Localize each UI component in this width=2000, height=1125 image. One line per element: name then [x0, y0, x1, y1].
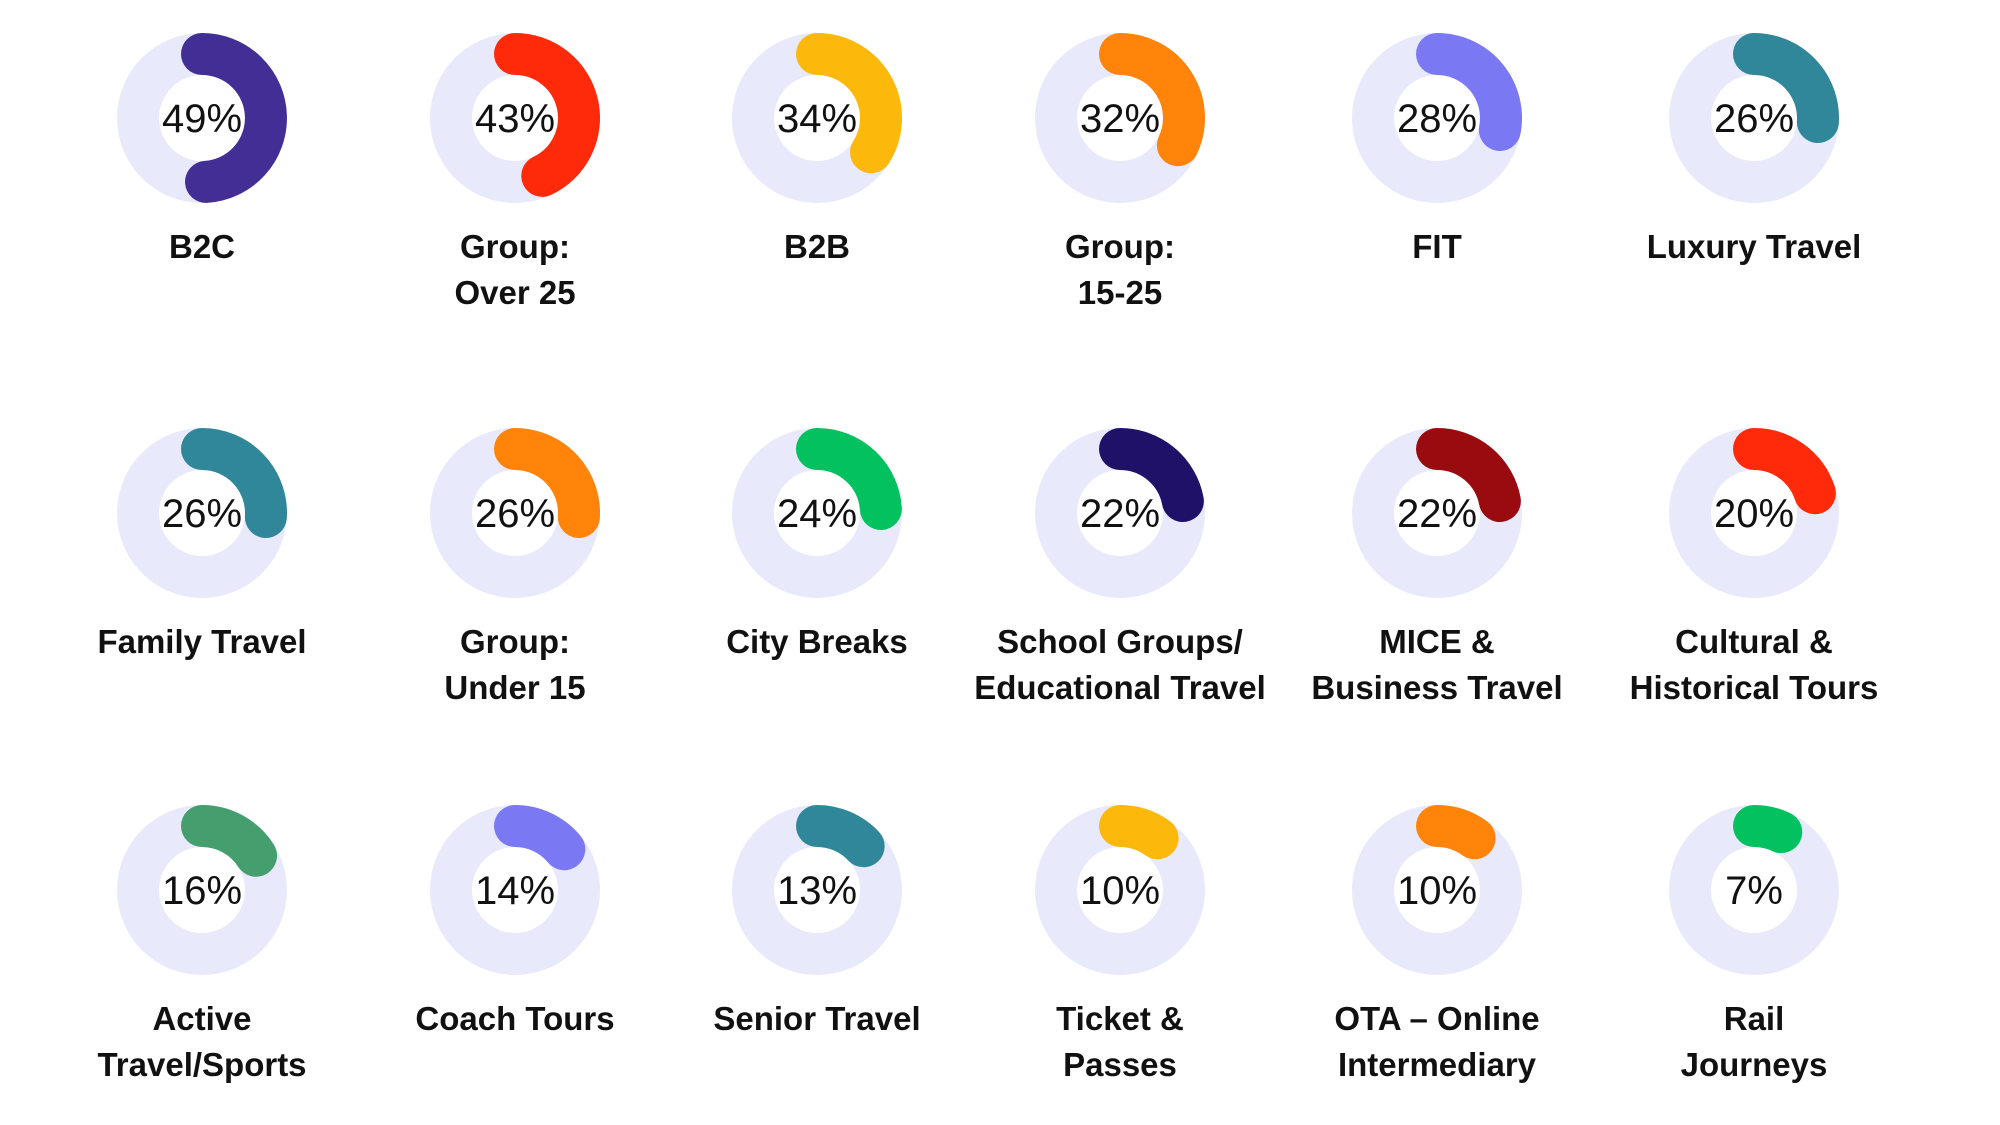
donut-value-arc	[796, 428, 902, 530]
donut-item: 24% City Breaks	[726, 428, 908, 660]
donut-item: 26% Group: Under 15	[430, 428, 600, 706]
donut-percent-label: 22%	[1397, 492, 1477, 536]
donut-item: 43% Group: Over 25	[430, 33, 600, 311]
donut-category-label: City Breaks	[726, 623, 908, 660]
donut-category-label: Business Travel	[1311, 669, 1562, 706]
donut-category-label: FIT	[1412, 228, 1461, 265]
donut-value-arc	[1099, 33, 1205, 167]
donut-category-label: Group:	[460, 623, 570, 660]
donut-category-label: Coach Tours	[415, 1000, 614, 1037]
donut-percent-label: 28%	[1397, 97, 1477, 141]
donut-category-label: Group:	[1065, 228, 1175, 265]
donut-value-arc	[1733, 428, 1836, 515]
donut-item: 14% Coach Tours	[415, 805, 615, 1037]
donut-percent-label: 13%	[777, 869, 857, 913]
donut-percent-label: 26%	[162, 492, 242, 536]
donut-category-label: Passes	[1063, 1046, 1177, 1083]
donut-percent-label: 49%	[162, 97, 242, 141]
donut-value-arc	[1733, 805, 1803, 854]
donut-value-arc	[181, 805, 278, 877]
donut-percent-label: 32%	[1080, 97, 1160, 141]
donut-category-label: Cultural &	[1675, 623, 1833, 660]
donut-value-arc	[181, 428, 287, 539]
donut-item: 10% Ticket & Passes	[1035, 805, 1205, 1083]
donut-value-arc	[494, 33, 600, 197]
donut-value-arc	[1099, 428, 1204, 523]
donut-percent-label: 10%	[1080, 869, 1160, 913]
donut-category-label: Group:	[460, 228, 570, 265]
donut-percent-label: 14%	[475, 869, 555, 913]
donut-percent-label: 34%	[777, 97, 857, 141]
donut-item: 49% B2C	[117, 33, 287, 265]
donut-category-label: B2B	[784, 228, 850, 265]
donut-item: 26% Family Travel	[97, 428, 307, 660]
donut-value-arc	[796, 805, 885, 868]
donut-percent-label: 22%	[1080, 492, 1160, 536]
donut-category-label: Ticket &	[1056, 1000, 1184, 1037]
donut-value-arc	[1416, 428, 1521, 523]
donut-category-label: Historical Tours	[1630, 669, 1879, 706]
donut-category-label: Over 25	[454, 274, 575, 311]
donut-category-label: Family Travel	[97, 623, 306, 660]
donut-value-arc	[494, 805, 586, 871]
donut-category-label: B2C	[169, 228, 235, 265]
donut-percent-label: 24%	[777, 492, 857, 536]
donut-category-label: Educational Travel	[974, 669, 1266, 706]
donut-percent-label: 26%	[1714, 97, 1794, 141]
donut-item: 13% Senior Travel	[713, 805, 921, 1037]
donut-item: 10% OTA – Online Intermediary	[1334, 805, 1540, 1083]
donut-percent-label: 26%	[475, 492, 555, 536]
donut-category-label: Senior Travel	[713, 1000, 920, 1037]
donut-item: 7% Rail Journeys	[1669, 805, 1839, 1083]
donut-item: 34% B2B	[732, 33, 902, 265]
donut-value-arc	[796, 33, 902, 174]
donut-item: 20% Cultural & Historical Tours	[1630, 428, 1879, 706]
donut-category-label: Rail	[1724, 1000, 1785, 1037]
donut-item: 26% Luxury Travel	[1647, 33, 1862, 265]
donut-value-arc	[1099, 805, 1179, 860]
donut-percent-label: 43%	[475, 97, 555, 141]
donut-item: 16% Active Travel/Sports	[97, 805, 307, 1083]
donut-item: 22% MICE & Business Travel	[1311, 428, 1563, 706]
donut-item: 22% School Groups/Educational Travel	[974, 428, 1266, 706]
donut-category-label: Luxury Travel	[1647, 228, 1862, 265]
donut-item: 28% FIT	[1352, 33, 1522, 265]
donut-category-label: OTA – Online	[1334, 1000, 1539, 1037]
donut-category-label: MICE &	[1379, 623, 1495, 660]
donut-category-label: Travel/Sports	[97, 1046, 306, 1083]
donut-percent-label: 20%	[1714, 492, 1794, 536]
donut-percent-label: 10%	[1397, 869, 1477, 913]
donut-value-arc	[181, 33, 287, 203]
donut-category-label: Intermediary	[1338, 1046, 1537, 1083]
donut-category-label: Journeys	[1681, 1046, 1828, 1083]
donut-category-label: School Groups/	[997, 623, 1243, 660]
donut-item: 32% Group: 15-25	[1035, 33, 1205, 311]
donut-value-arc	[494, 428, 600, 539]
donut-category-label: 15-25	[1078, 274, 1162, 311]
donut-category-label: Under 15	[444, 669, 585, 706]
donut-percent-label: 7%	[1725, 869, 1783, 913]
donut-value-arc	[1416, 33, 1522, 151]
donut-percent-label: 16%	[162, 869, 242, 913]
donut-value-arc	[1416, 805, 1496, 860]
donut-category-label: Active	[152, 1000, 251, 1037]
donut-value-arc	[1733, 33, 1839, 144]
